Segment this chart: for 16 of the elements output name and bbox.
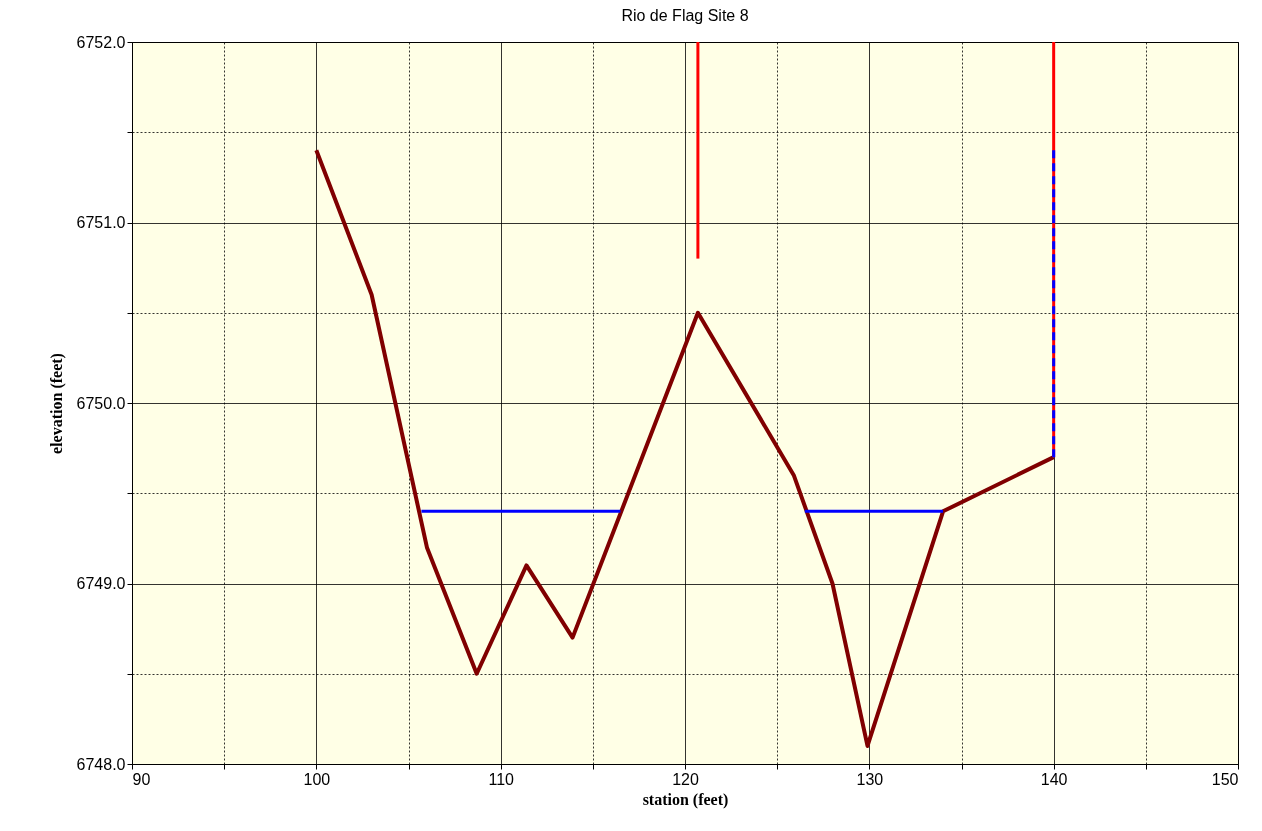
y-axis-title: elevation (feet) (47, 353, 66, 454)
chart-title: Rio de Flag Site 8 (621, 7, 749, 24)
x-tick-label: 90 (132, 770, 151, 788)
y-tick-label: 6748.0 (76, 755, 126, 773)
x-tick-label: 120 (672, 770, 699, 788)
x-tick-label: 130 (856, 770, 884, 788)
x-tick-label: 110 (488, 770, 515, 788)
y-tick-label: 6751.0 (76, 214, 126, 231)
y-tick-label: 6749.0 (76, 575, 126, 592)
x-tick-label: 100 (303, 770, 331, 788)
x-axis-title: station (feet) (642, 790, 729, 809)
y-tick-label: 6750.0 (76, 394, 126, 412)
y-tick-label: 6752.0 (76, 33, 126, 51)
x-tick-label: 150 (1211, 770, 1239, 788)
line-series (314, 148, 1056, 748)
x-tick-label: 140 (1040, 770, 1068, 788)
